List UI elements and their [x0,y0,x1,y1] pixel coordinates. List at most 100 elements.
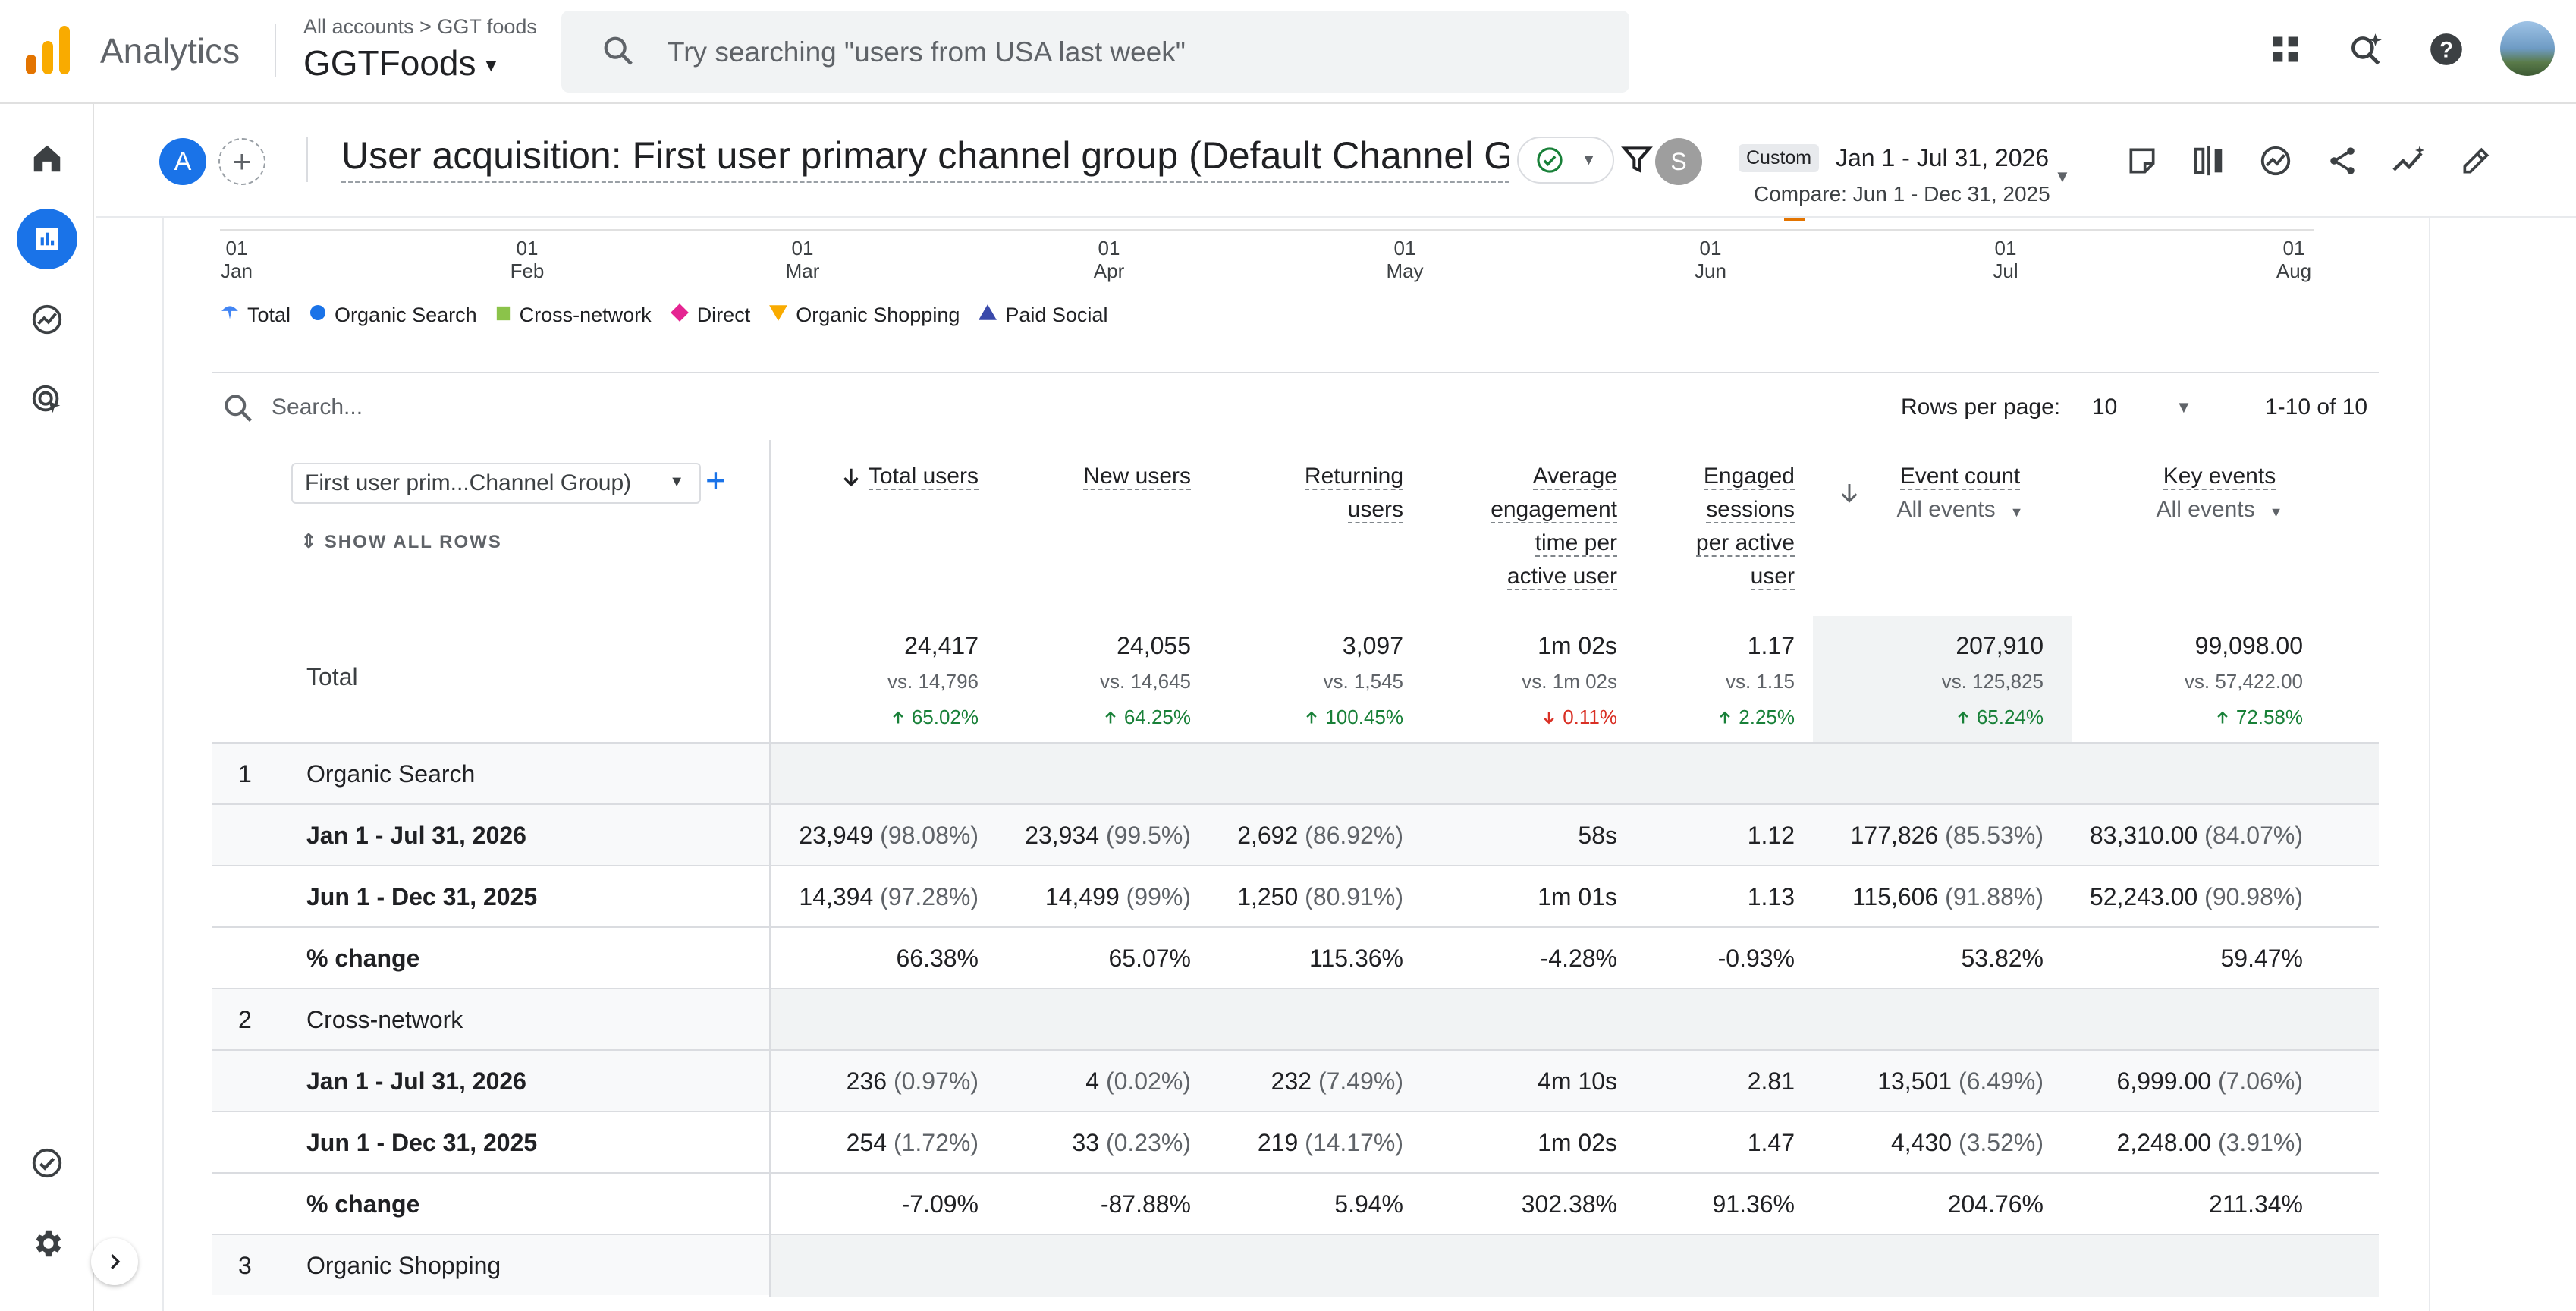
cell-value: 66.38% [896,945,979,972]
chart-legend: Total Organic Search Cross-network Direct Or… [220,302,1126,328]
total-cell: 3,097 vs. 1,545 100.45% [1206,628,1403,735]
column-header-text: active user [1506,564,1617,590]
trend-sparkle-icon[interactable] [2388,140,2430,182]
cell-value: 2,692 [1237,822,1299,849]
apps-grid-icon[interactable] [2265,29,2306,70]
legend-item[interactable]: Organic Search [309,303,477,327]
report-status-menu[interactable]: ▼ [1517,137,1614,184]
table-row[interactable]: % change 66.38% 65.07% 115.36% -4.28% -0.93% 5… [212,926,2379,989]
search-insights-icon[interactable] [2345,29,2386,70]
add-dimension-button[interactable]: + [705,461,726,500]
caret-down-icon: ▼ [2265,505,2283,520]
column-header[interactable]: Engaged sessions per active user [1597,460,1795,593]
arrow-up-icon [891,706,912,728]
total-value: 1m 02s [1538,632,1617,659]
compare-columns-icon[interactable] [2188,140,2230,182]
filter-icon[interactable] [1620,143,1654,176]
table-row[interactable]: % change -7.09% -87.88% 5.94% 302.38% 91.36% 2… [212,1172,2379,1235]
advertising-icon[interactable] [17,369,77,430]
table-row[interactable]: Jan 1 - Jul 31, 2026 23,949 (98.08%) 23,93… [212,803,2379,866]
customize-report-icon[interactable] [2121,140,2163,182]
cell-value: 14,499 [1045,883,1120,910]
column-divider [769,805,771,866]
insights-icon[interactable] [2254,140,2297,182]
axis-tick-label: 01 Jan [206,237,267,282]
sort-descending-arrow-icon[interactable] [840,464,869,489]
legend-item[interactable]: Paid Social [978,303,1107,328]
table-search-input[interactable]: Search... [272,395,363,420]
column-header[interactable]: Key events All events ▼ [2106,460,2333,529]
caret-down-icon: ▼ [669,473,684,490]
column-header[interactable]: Returning users [1206,460,1403,527]
account-avatar[interactable] [2500,21,2555,76]
cell-value: 23,934 [1025,822,1100,849]
settings-gear-icon[interactable] [17,1213,77,1274]
pin-marker-icon [220,303,240,328]
table-cell: 1.47 [1748,1129,1795,1157]
change-percent: 2.25% [1739,706,1795,728]
user-chip-s[interactable]: S [1655,138,1702,185]
rows-per-page-select[interactable]: 10 [2092,395,2118,420]
caret-down-icon: ▼ [1581,151,1597,168]
svg-text:?: ? [2439,38,2453,62]
share-icon[interactable] [2321,140,2364,182]
tick-day: 01 [1994,237,2017,259]
report-title[interactable]: User acquisition: First user primary cha… [341,134,1509,183]
column-header[interactable]: Event count All events ▼ [1846,460,2074,529]
date-preset-tag[interactable]: Custom [1739,144,1820,172]
event-filter-select[interactable]: All events ▼ [1846,493,2074,529]
row-label: Jun 1 - Dec 31, 2025 [306,883,538,910]
dimension-select[interactable]: First user prim...Channel Group) ▼ [291,463,701,504]
table-row[interactable]: Jan 1 - Jul 31, 2026 236 (0.97%) 4 (0.02%)… [212,1049,2379,1112]
event-filter-select[interactable]: All events ▼ [2106,493,2333,529]
comparison-chip-a[interactable]: A [159,138,206,185]
column-divider [769,1235,771,1297]
legend-item[interactable]: Direct [670,303,750,328]
table-row[interactable]: Jun 1 - Dec 31, 2025 254 (1.72%) 33 (0.23%… [212,1111,2379,1174]
legend-item[interactable]: Organic Shopping [768,303,960,328]
column-divider [769,744,771,805]
sort-arrow-icon[interactable] [1837,481,1861,509]
admin-checks-icon[interactable] [17,1133,77,1193]
home-icon[interactable] [17,128,77,189]
column-header[interactable]: Average engagement time per active user [1420,460,1617,593]
cell-share: (3.52%) [1958,1129,2044,1156]
add-comparison-button[interactable]: + [218,138,265,185]
help-icon[interactable]: ? [2426,29,2467,70]
group-row[interactable]: 3 Organic Shopping [212,1234,2379,1297]
legend-item[interactable]: Total [220,303,291,328]
reports-icon[interactable] [17,209,77,269]
show-all-rows-button[interactable]: ⇕ SHOW ALL ROWS [300,530,502,553]
account-breadcrumb[interactable]: All accounts > GGT foods [303,15,537,38]
table-cell: 53.82% [1961,945,2044,973]
table-cell: 52,243.00 (90.98%) [2090,883,2303,911]
explore-icon[interactable] [17,289,77,350]
caret-down-icon[interactable]: ▼ [2175,398,2192,417]
cell-value: 91.36% [1712,1190,1795,1218]
expand-nav-button[interactable] [91,1238,138,1285]
table-row[interactable]: Jun 1 - Dec 31, 2025 14,394 (97.28%) 14,49… [212,865,2379,928]
analytics-logo-icon[interactable] [24,24,71,76]
table-cell: 177,826 (85.53%) [1851,822,2044,850]
app-name: Analytics [100,31,240,71]
cell-value: 83,310.00 [2089,822,2198,849]
column-header-line: Average [1420,460,1617,493]
column-header-line: Key events [2106,460,2333,493]
global-search-box[interactable]: Try searching "users from USA last week" [561,11,1629,93]
column-header[interactable]: Total users [781,460,979,493]
caret-down-icon: ▼ [2006,505,2024,520]
edit-pencil-icon[interactable] [2455,140,2497,182]
table-cell: 2.81 [1748,1067,1795,1096]
tick-day: 01 [2282,237,2305,259]
property-picker[interactable]: GGTFoods ▼ [303,42,500,83]
total-compare-value: vs. 1,545 [1323,670,1403,693]
date-range[interactable]: Jan 1 - Jul 31, 2026 [1836,144,2050,171]
legend-item[interactable]: Cross-network [495,303,652,327]
group-row[interactable]: 1 Organic Search [212,742,2379,805]
caret-down-icon[interactable]: ▼ [2054,167,2071,186]
tick-month: Apr [1093,259,1125,282]
column-header[interactable]: New users [994,460,1191,493]
compare-range[interactable]: Compare: Jun 1 - Dec 31, 2025 [1754,182,2050,206]
group-row[interactable]: 2 Cross-network [212,988,2379,1051]
total-value: 1.17 [1747,632,1795,659]
